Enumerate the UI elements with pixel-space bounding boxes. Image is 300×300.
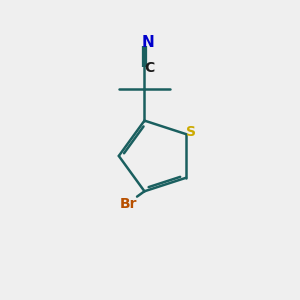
Text: C: C [144, 61, 154, 75]
Text: N: N [142, 35, 154, 50]
Text: S: S [186, 125, 197, 139]
Text: Br: Br [119, 197, 137, 211]
